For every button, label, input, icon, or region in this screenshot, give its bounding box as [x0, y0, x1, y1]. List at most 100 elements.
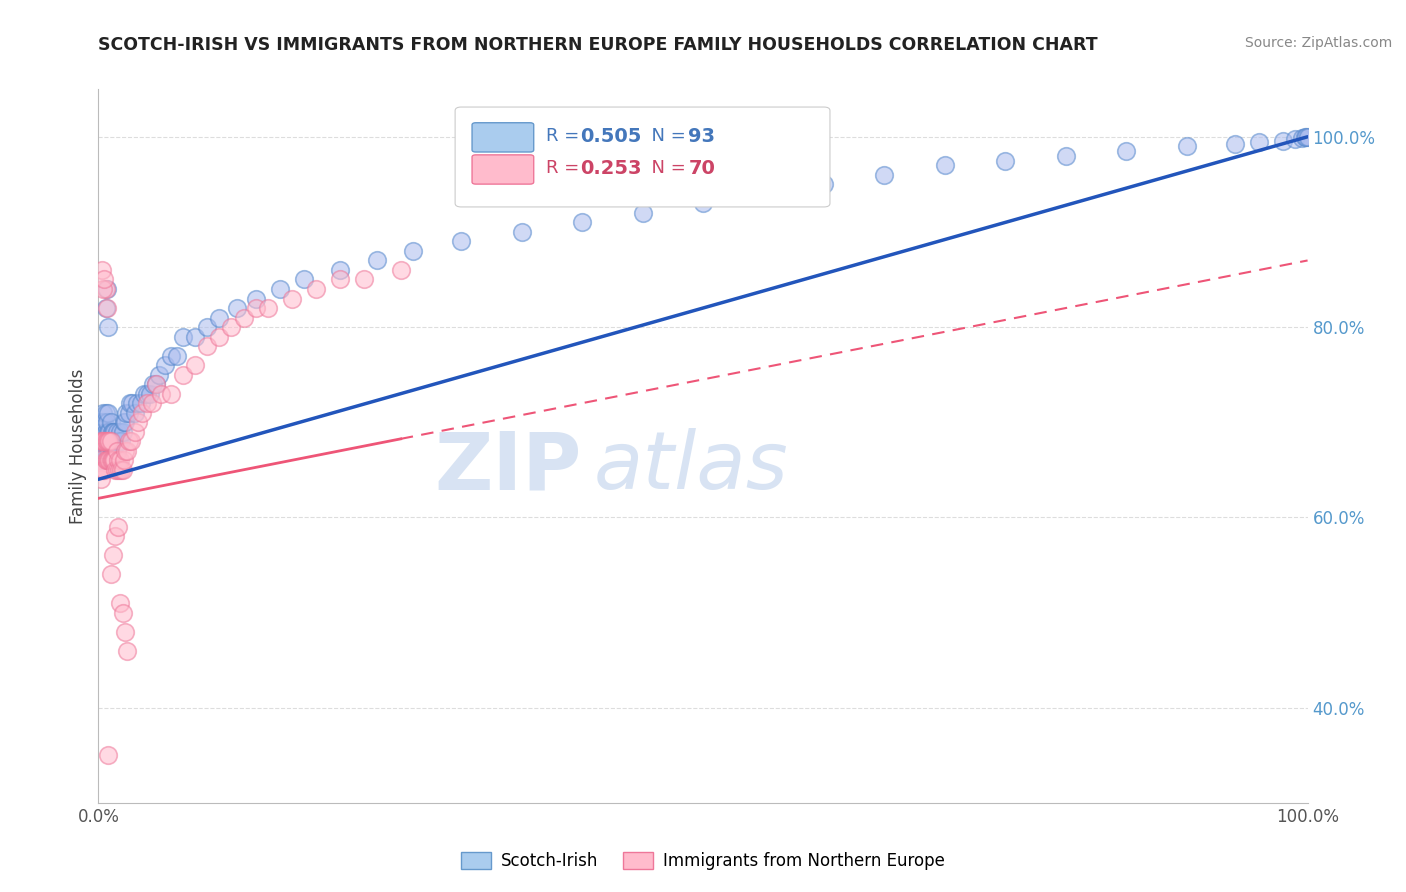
Point	[91, 453, 114, 467]
Point	[98, 443, 121, 458]
Text: 0.505: 0.505	[579, 127, 641, 145]
Point	[101, 549, 124, 563]
Point	[94, 282, 117, 296]
Point	[226, 301, 249, 315]
Point	[765, 186, 787, 201]
Point	[97, 453, 120, 467]
Point	[104, 529, 127, 543]
Point	[124, 406, 146, 420]
Point	[145, 377, 167, 392]
Point	[994, 153, 1017, 168]
Point	[1284, 131, 1306, 145]
Point	[94, 406, 117, 420]
Point	[135, 386, 157, 401]
Point	[1295, 129, 1317, 144]
Point	[1291, 130, 1313, 145]
Point	[118, 434, 141, 449]
Point	[292, 272, 315, 286]
Point	[117, 443, 139, 458]
Point	[131, 406, 153, 420]
Point	[98, 453, 121, 467]
Point	[281, 292, 304, 306]
Point	[208, 310, 231, 325]
Point	[450, 235, 472, 249]
Point	[110, 463, 132, 477]
Point	[91, 463, 114, 477]
Point	[94, 443, 117, 458]
Point	[166, 349, 188, 363]
Point	[91, 434, 114, 449]
Point	[100, 415, 122, 429]
Text: R =: R =	[546, 128, 585, 145]
Point	[172, 368, 194, 382]
Point	[305, 282, 328, 296]
Point	[107, 434, 129, 449]
Point	[100, 443, 122, 458]
Point	[1296, 129, 1319, 144]
Point	[91, 434, 114, 449]
Point	[121, 396, 143, 410]
Point	[100, 453, 122, 467]
Point	[353, 272, 375, 286]
Point	[114, 624, 136, 639]
Point	[105, 443, 128, 458]
Point	[100, 453, 122, 467]
Point	[91, 443, 114, 458]
Point	[108, 453, 131, 467]
Point	[94, 434, 117, 449]
Point	[91, 415, 114, 429]
Text: 93: 93	[689, 127, 716, 145]
Point	[389, 263, 412, 277]
Point	[110, 434, 132, 449]
Point	[94, 453, 117, 467]
Point	[89, 453, 111, 467]
Point	[91, 434, 114, 449]
Point	[184, 329, 207, 343]
Point	[103, 453, 125, 467]
FancyBboxPatch shape	[472, 155, 534, 184]
Point	[93, 463, 115, 477]
Point	[98, 425, 121, 439]
Point	[103, 443, 125, 458]
Point	[101, 453, 124, 467]
Point	[100, 434, 122, 449]
Point	[402, 244, 425, 258]
Text: ZIP: ZIP	[434, 428, 582, 507]
Point	[96, 434, 118, 449]
Point	[90, 415, 112, 429]
Point	[1249, 136, 1271, 150]
Point	[90, 453, 112, 467]
Point	[108, 425, 131, 439]
Text: R =: R =	[546, 160, 585, 178]
Point	[103, 425, 125, 439]
Point	[105, 463, 128, 477]
Point	[134, 386, 156, 401]
Point	[1294, 129, 1316, 144]
Point	[108, 463, 131, 477]
Point	[104, 434, 127, 449]
Point	[135, 396, 157, 410]
Point	[93, 453, 115, 467]
Text: N =: N =	[640, 160, 692, 178]
Point	[117, 643, 139, 657]
Point	[114, 415, 136, 429]
Point	[631, 206, 654, 220]
Point	[96, 282, 118, 296]
Text: 70: 70	[689, 159, 716, 178]
Point	[97, 320, 120, 334]
Point	[105, 443, 128, 458]
Point	[208, 329, 231, 343]
FancyBboxPatch shape	[456, 107, 830, 207]
Point	[142, 377, 165, 392]
Point	[124, 425, 146, 439]
Y-axis label: Family Households: Family Households	[69, 368, 87, 524]
Point	[97, 748, 120, 763]
Point	[96, 453, 118, 467]
Point	[93, 272, 115, 286]
Point	[115, 406, 138, 420]
Legend: Scotch-Irish, Immigrants from Northern Europe: Scotch-Irish, Immigrants from Northern E…	[454, 845, 952, 877]
Point	[256, 301, 278, 315]
Point	[172, 329, 194, 343]
Point	[195, 320, 218, 334]
Point	[118, 396, 141, 410]
